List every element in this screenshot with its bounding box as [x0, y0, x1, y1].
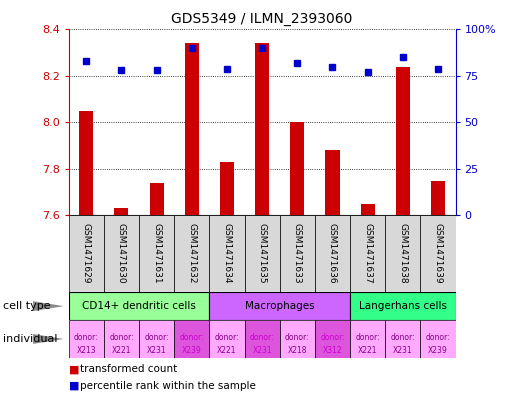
Bar — [280, 215, 315, 292]
Text: donor:: donor: — [215, 332, 239, 342]
Bar — [174, 320, 209, 358]
Title: GDS5349 / ILMN_2393060: GDS5349 / ILMN_2393060 — [172, 12, 353, 26]
Bar — [290, 123, 304, 215]
Text: donor:: donor: — [109, 332, 134, 342]
Bar — [115, 208, 128, 215]
Text: GSM1471636: GSM1471636 — [328, 223, 337, 284]
Bar — [185, 43, 199, 215]
Text: GSM1471637: GSM1471637 — [363, 223, 372, 284]
Text: cell type: cell type — [3, 301, 50, 311]
Text: ■: ■ — [69, 381, 79, 391]
Text: X213: X213 — [76, 346, 96, 354]
Text: individual: individual — [3, 334, 57, 344]
Bar — [350, 292, 456, 320]
Text: X218: X218 — [288, 346, 307, 354]
Bar — [244, 215, 280, 292]
Bar — [385, 215, 420, 292]
Bar — [69, 292, 209, 320]
Bar — [79, 111, 93, 215]
Text: X221: X221 — [358, 346, 377, 354]
Bar — [315, 320, 350, 358]
Bar — [360, 204, 375, 215]
Text: GSM1471631: GSM1471631 — [152, 223, 161, 284]
Text: X221: X221 — [111, 346, 131, 354]
Bar — [385, 320, 420, 358]
Bar — [255, 43, 269, 215]
Bar — [420, 215, 456, 292]
Text: GSM1471632: GSM1471632 — [187, 224, 196, 284]
Polygon shape — [33, 334, 64, 344]
Bar — [315, 215, 350, 292]
Bar — [350, 215, 385, 292]
Bar — [174, 215, 209, 292]
Text: GSM1471638: GSM1471638 — [399, 223, 407, 284]
Text: donor:: donor: — [74, 332, 99, 342]
Bar — [139, 320, 174, 358]
Bar — [280, 320, 315, 358]
Text: GSM1471633: GSM1471633 — [293, 223, 302, 284]
Bar — [209, 292, 350, 320]
Bar — [209, 215, 244, 292]
Bar — [150, 183, 164, 215]
Text: donor:: donor: — [285, 332, 309, 342]
Text: X312: X312 — [323, 346, 342, 354]
Text: donor:: donor: — [320, 332, 345, 342]
Text: CD14+ dendritic cells: CD14+ dendritic cells — [82, 301, 196, 311]
Text: ■: ■ — [69, 364, 79, 374]
Text: X239: X239 — [428, 346, 448, 354]
Text: X231: X231 — [252, 346, 272, 354]
Bar — [350, 320, 385, 358]
Text: GSM1471630: GSM1471630 — [117, 223, 126, 284]
Text: X231: X231 — [393, 346, 413, 354]
Bar — [220, 162, 234, 215]
Text: Macrophages: Macrophages — [245, 301, 315, 311]
Text: Langerhans cells: Langerhans cells — [359, 301, 447, 311]
Bar — [104, 215, 139, 292]
Bar — [69, 215, 104, 292]
Text: GSM1471629: GSM1471629 — [82, 224, 91, 284]
Text: GSM1471639: GSM1471639 — [434, 223, 442, 284]
Text: transformed count: transformed count — [80, 364, 177, 374]
Text: donor:: donor: — [390, 332, 415, 342]
Bar — [69, 320, 104, 358]
Bar — [244, 320, 280, 358]
Text: donor:: donor: — [426, 332, 450, 342]
Text: donor:: donor: — [355, 332, 380, 342]
Bar — [396, 67, 410, 215]
Bar — [420, 320, 456, 358]
Text: donor:: donor: — [180, 332, 204, 342]
Text: donor:: donor: — [145, 332, 169, 342]
Bar — [325, 150, 340, 215]
Text: X221: X221 — [217, 346, 237, 354]
Bar — [431, 180, 445, 215]
Text: donor:: donor: — [250, 332, 274, 342]
Text: GSM1471634: GSM1471634 — [222, 224, 232, 284]
Bar — [139, 215, 174, 292]
Text: percentile rank within the sample: percentile rank within the sample — [80, 381, 256, 391]
Text: X239: X239 — [182, 346, 202, 354]
Text: GSM1471635: GSM1471635 — [258, 223, 267, 284]
Text: X231: X231 — [147, 346, 166, 354]
Bar — [209, 320, 244, 358]
Polygon shape — [33, 301, 64, 311]
Bar — [104, 320, 139, 358]
